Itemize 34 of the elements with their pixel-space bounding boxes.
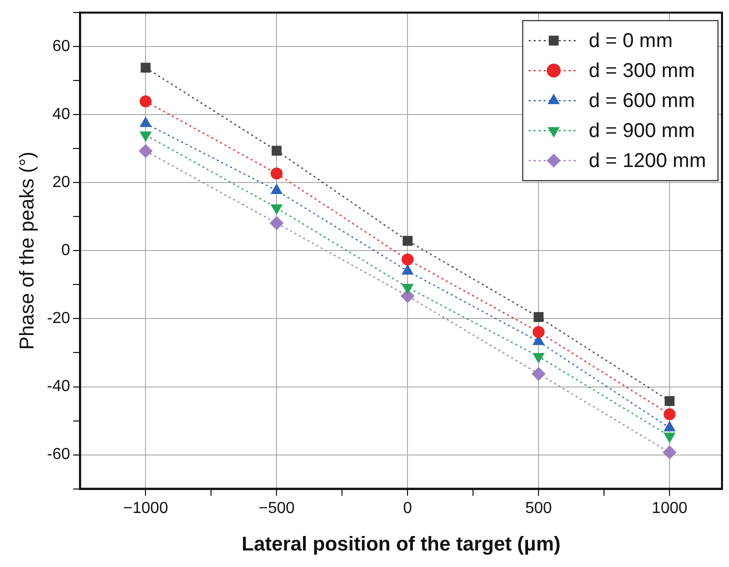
point [270,167,283,180]
point [532,326,545,338]
y-tick-label: 40 [52,106,70,124]
point [402,254,414,266]
x-axis-title: Lateral position of the target (μm) [242,534,561,556]
y-tick-label: -40 [47,378,70,396]
point [138,144,153,158]
legend-label: d = 1200 mm [588,150,706,172]
y-tick-label: 60 [52,38,70,56]
y-axis-title: Phase of the peaks (°) [16,152,39,350]
legend-label: d = 0 mm [588,30,673,52]
y-tick-label: 20 [52,174,70,192]
x-tick-label: 1000 [652,500,688,517]
x-tick-label: −1000 [123,500,168,517]
point [272,146,282,156]
y-tick-label: -60 [47,446,70,464]
legend-label: d = 900 mm [588,120,695,142]
point [270,216,284,230]
legend-label: d = 300 mm [588,60,695,82]
point [140,62,151,73]
y-tick-label: -20 [47,310,70,328]
legend-label: d = 600 mm [588,90,695,112]
point [140,95,152,108]
y-tick-label: 0 [61,242,70,260]
point [664,396,675,406]
point [534,312,544,322]
point [402,236,413,246]
point [532,366,546,381]
point [402,264,414,275]
x-tick-label: 0 [403,500,412,517]
point [664,408,676,420]
point [662,445,677,460]
x-tick-label: −500 [258,500,295,517]
x-tick-label: 500 [525,500,552,517]
